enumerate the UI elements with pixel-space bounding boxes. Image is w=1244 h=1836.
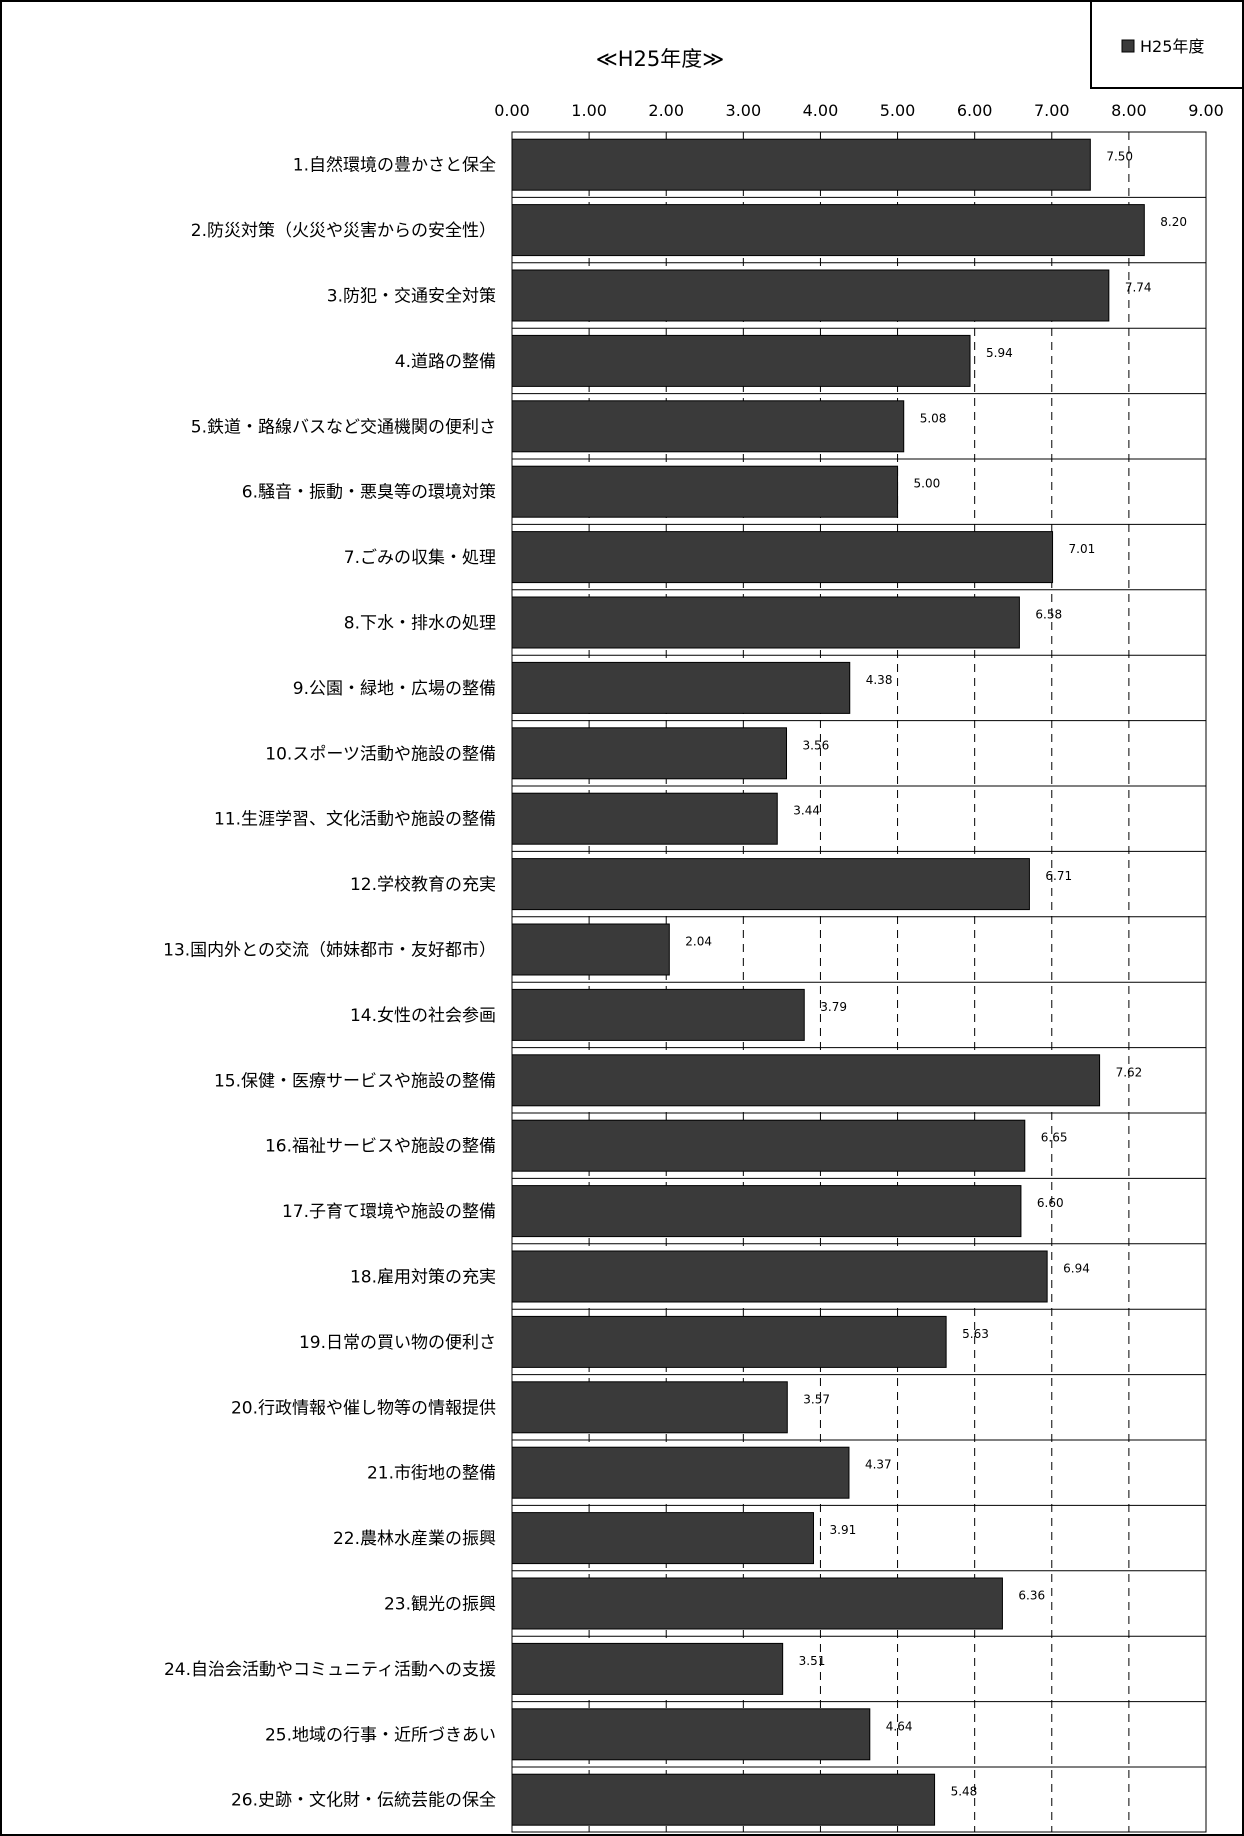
bar [511,988,805,1041]
category-label: 8.下水・排水の処理 [344,614,496,634]
value-label: 6.94 [1063,1262,1090,1276]
category-label: 12.学校教育の充実 [350,875,496,895]
value-label: 7.62 [1116,1065,1143,1079]
bar [511,1185,1022,1238]
value-label: 7.01 [1069,542,1096,556]
category-label: 21.市街地の整備 [367,1464,496,1484]
value-label: 5.63 [962,1327,989,1341]
category-label: 18.雇用対策の充実 [350,1268,496,1288]
bar [511,1054,1101,1107]
category-label: 10.スポーツ活動や施設の整備 [265,744,496,764]
bar [511,1381,788,1434]
bar [511,400,905,453]
bar [511,269,1110,322]
value-label: 7.74 [1125,281,1152,295]
bar [511,792,778,845]
category-label: 3.防犯・交通安全対策 [327,287,496,307]
value-label: 5.00 [914,477,941,491]
category-label: 4.道路の整備 [395,352,496,372]
bar [511,596,1020,649]
bar [511,465,899,518]
chart-title: ≪H25年度≫ [596,47,724,71]
category-label: 24.自治会活動やコミュニティ活動への支援 [164,1660,496,1680]
value-label: 6.58 [1035,608,1062,622]
value-label: 3.91 [830,1523,857,1537]
x-tick-label: 1.00 [571,101,607,120]
bar [511,1642,784,1695]
value-label: 5.94 [986,346,1013,360]
legend-label: H25年度 [1140,37,1204,56]
bar [511,204,1145,257]
bar [511,727,788,780]
bar [511,138,1091,191]
bar [511,1315,947,1368]
category-label: 14.女性の社会参画 [350,1006,496,1026]
value-label: 3.44 [793,804,820,818]
value-label: 5.08 [920,411,947,425]
value-label: 6.36 [1018,1589,1045,1603]
value-label: 6.71 [1045,869,1072,883]
category-label: 15.保健・医療サービスや施設の整備 [214,1071,496,1091]
bar [511,1577,1003,1630]
labels-layer: 0.00 1.00 2.00 3.00 4.00 5.00 6.00 7.00 8.00 9.00… [163,101,1224,1811]
legend: H25年度 [1090,0,1244,89]
x-tick-label: 6.00 [957,101,993,120]
category-label: 16.福祉サービスや施設の整備 [265,1137,496,1157]
category-label: 7.ごみの収集・処理 [344,548,496,568]
x-tick-label: 8.00 [1111,101,1147,120]
category-label: 6.騒音・振動・悪臭等の環境対策 [242,483,496,503]
value-label: 6.60 [1037,1196,1064,1210]
category-label: 17.子育て環境や施設の整備 [282,1202,496,1222]
bar [511,1119,1026,1172]
bar [511,858,1030,911]
bar [511,661,851,714]
bar [511,1512,815,1565]
category-label: 26.史跡・文化財・伝統芸能の保全 [231,1791,496,1811]
legend-swatch [1121,39,1135,53]
category-label: 2.防災対策（火災や災害からの安全性） [191,221,496,241]
x-tick-label: 2.00 [648,101,684,120]
category-label: 1.自然環境の豊かさと保全 [293,156,496,176]
value-label: 8.20 [1160,215,1187,229]
value-label: 3.56 [803,738,830,752]
bar [511,531,1054,584]
value-label: 3.51 [799,1654,826,1668]
value-label: 2.04 [685,935,712,949]
x-tick-label: 0.00 [494,101,530,120]
x-tick-label: 5.00 [880,101,916,120]
x-tick-label: 3.00 [726,101,762,120]
bar [511,334,971,387]
category-label: 11.生涯学習、文化活動や施設の整備 [214,810,496,830]
bar [511,1773,936,1826]
bar [511,1250,1048,1303]
category-label: 19.日常の買い物の便利さ [299,1333,496,1353]
bar [511,1446,850,1499]
category-label: 25.地域の行事・近所づきあい [265,1725,496,1745]
value-label: 3.79 [820,1000,847,1014]
value-label: 4.37 [865,1458,892,1472]
category-label: 22.農林水産業の振興 [333,1529,496,1549]
category-label: 23.観光の振興 [384,1595,496,1615]
value-label: 3.57 [803,1392,830,1406]
bar [511,1708,871,1761]
value-label: 7.50 [1106,150,1133,164]
value-label: 6.65 [1041,1131,1068,1145]
category-label: 20.行政情報や催し物等の情報提供 [231,1398,496,1418]
bars-layer [511,138,1145,1826]
value-label: 4.64 [886,1719,913,1733]
x-tick-label: 7.00 [1034,101,1070,120]
category-label: 9.公園・緑地・広場の整備 [293,679,496,699]
category-label: 5.鉄道・路線バスなど交通機関の便利さ [191,417,496,437]
value-label: 4.38 [866,673,893,687]
legend-box [1090,0,1244,89]
category-label: 13.国内外との交流（姉妹都市・友好都市） [163,941,496,961]
value-label: 5.48 [951,1785,978,1799]
bar [511,923,670,976]
x-tick-label: 9.00 [1188,101,1224,120]
x-tick-label: 4.00 [803,101,839,120]
